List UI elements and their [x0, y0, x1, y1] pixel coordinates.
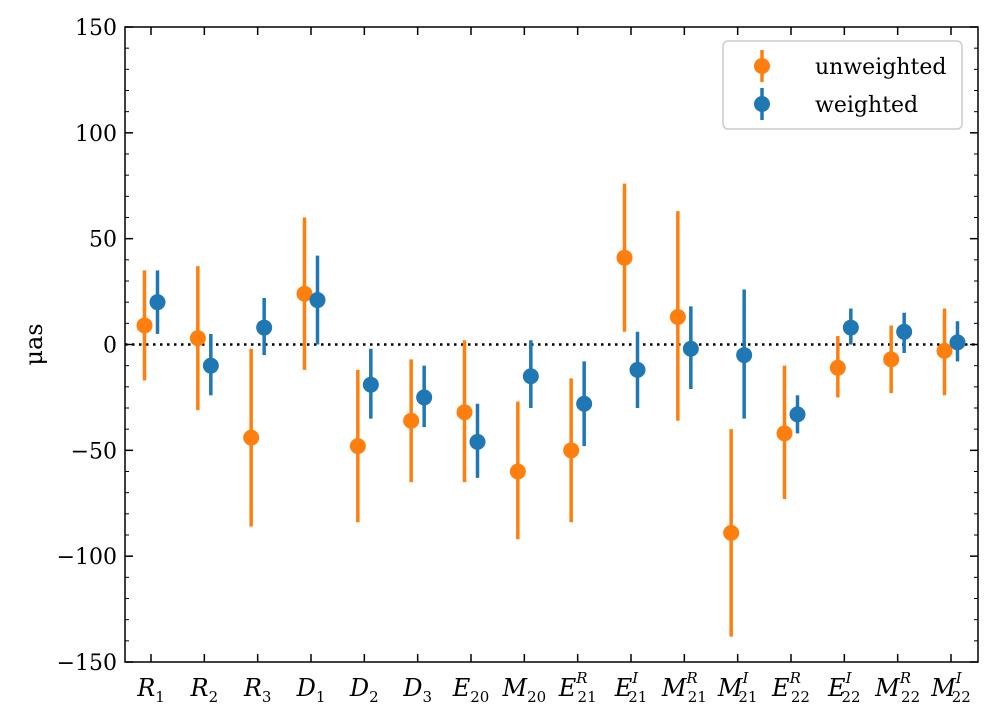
point-weighted-D3: [416, 389, 433, 406]
legend-marker-unweighted: [754, 58, 770, 74]
legend-marker-weighted: [754, 96, 770, 112]
point-weighted-E21I: [629, 361, 646, 378]
point-weighted-M22R: [896, 323, 913, 340]
point-unweighted-E21I: [616, 249, 633, 266]
point-weighted-R2: [202, 357, 219, 374]
y-tick-label: 100: [75, 122, 117, 147]
x-tick-label-M22I: MI 22: [930, 669, 971, 706]
point-unweighted-M21I: [723, 524, 740, 541]
y-tick-label: −150: [57, 651, 117, 676]
x-tick-label-E20: E20: [452, 674, 490, 706]
series-unweighted: [136, 183, 953, 637]
point-unweighted-M22R: [883, 351, 900, 368]
point-unweighted-D1: [296, 285, 313, 302]
x-tick-label-R3: R3: [243, 674, 272, 706]
x-tick-label-E21R: ER 21: [558, 669, 597, 706]
x-tick-label-D2: D2: [349, 674, 379, 706]
chart-axes: −150 −100 −50 0 50 100 150 R1 R2 R3 D1 D2 D3 E20 M20 ER…: [20, 16, 979, 706]
legend-label-unweighted: unweighted: [815, 55, 946, 80]
point-weighted-M22I: [949, 334, 966, 351]
x-tick-label-E22R: ER 22: [771, 669, 810, 706]
chart-marks: [125, 183, 978, 637]
legend: unweighted weighted: [722, 40, 963, 130]
x-tick-label-M21R: MR 21: [661, 669, 707, 706]
legend-box: [722, 40, 963, 130]
point-weighted-D2: [362, 376, 379, 393]
point-weighted-E22R: [789, 406, 806, 423]
point-unweighted-R2: [189, 330, 206, 347]
point-unweighted-D2: [349, 438, 366, 455]
y-axis-label: μas: [20, 323, 48, 365]
x-tick-label-D3: D3: [402, 674, 432, 706]
point-unweighted-R1: [136, 317, 153, 334]
x-tick-label-M21I: MI 21: [717, 669, 758, 706]
point-weighted-R1: [149, 294, 166, 311]
x-tick-label-R1: R1: [136, 674, 165, 706]
point-unweighted-E20: [456, 404, 473, 421]
point-unweighted-E22I: [829, 359, 846, 376]
x-tick-label-R2: R2: [190, 674, 219, 706]
point-unweighted-E22R: [776, 425, 793, 442]
point-unweighted-R3: [243, 429, 260, 446]
point-unweighted-D3: [403, 412, 420, 429]
point-weighted-D1: [309, 292, 326, 309]
y-tick-label: −50: [71, 439, 117, 464]
point-unweighted-M20: [509, 463, 526, 480]
x-tick-label-M20: M20: [501, 674, 546, 706]
x-tick-label-D1: D1: [296, 674, 326, 706]
point-unweighted-M21R: [669, 308, 686, 325]
point-unweighted-M22I: [936, 342, 953, 359]
point-weighted-E22I: [842, 319, 859, 336]
y-tick-label: 150: [75, 16, 117, 41]
x-tick-label-M22R: MR 22: [874, 669, 920, 706]
point-unweighted-E21R: [563, 442, 580, 459]
y-tick-label: −100: [57, 545, 117, 570]
y-tick-label: 50: [89, 228, 117, 253]
point-weighted-E20: [469, 433, 486, 450]
y-tick-label: 0: [103, 334, 117, 359]
point-weighted-R3: [256, 319, 273, 336]
point-weighted-M21R: [682, 340, 699, 357]
point-weighted-E21R: [576, 395, 593, 412]
legend-label-weighted: weighted: [815, 93, 918, 118]
x-tick-label-E22I: EI 22: [827, 669, 861, 706]
point-weighted-M21I: [736, 347, 753, 364]
x-tick-label-E21I: EI 21: [614, 669, 648, 706]
series-weighted: [149, 255, 966, 478]
point-weighted-M20: [522, 368, 539, 385]
